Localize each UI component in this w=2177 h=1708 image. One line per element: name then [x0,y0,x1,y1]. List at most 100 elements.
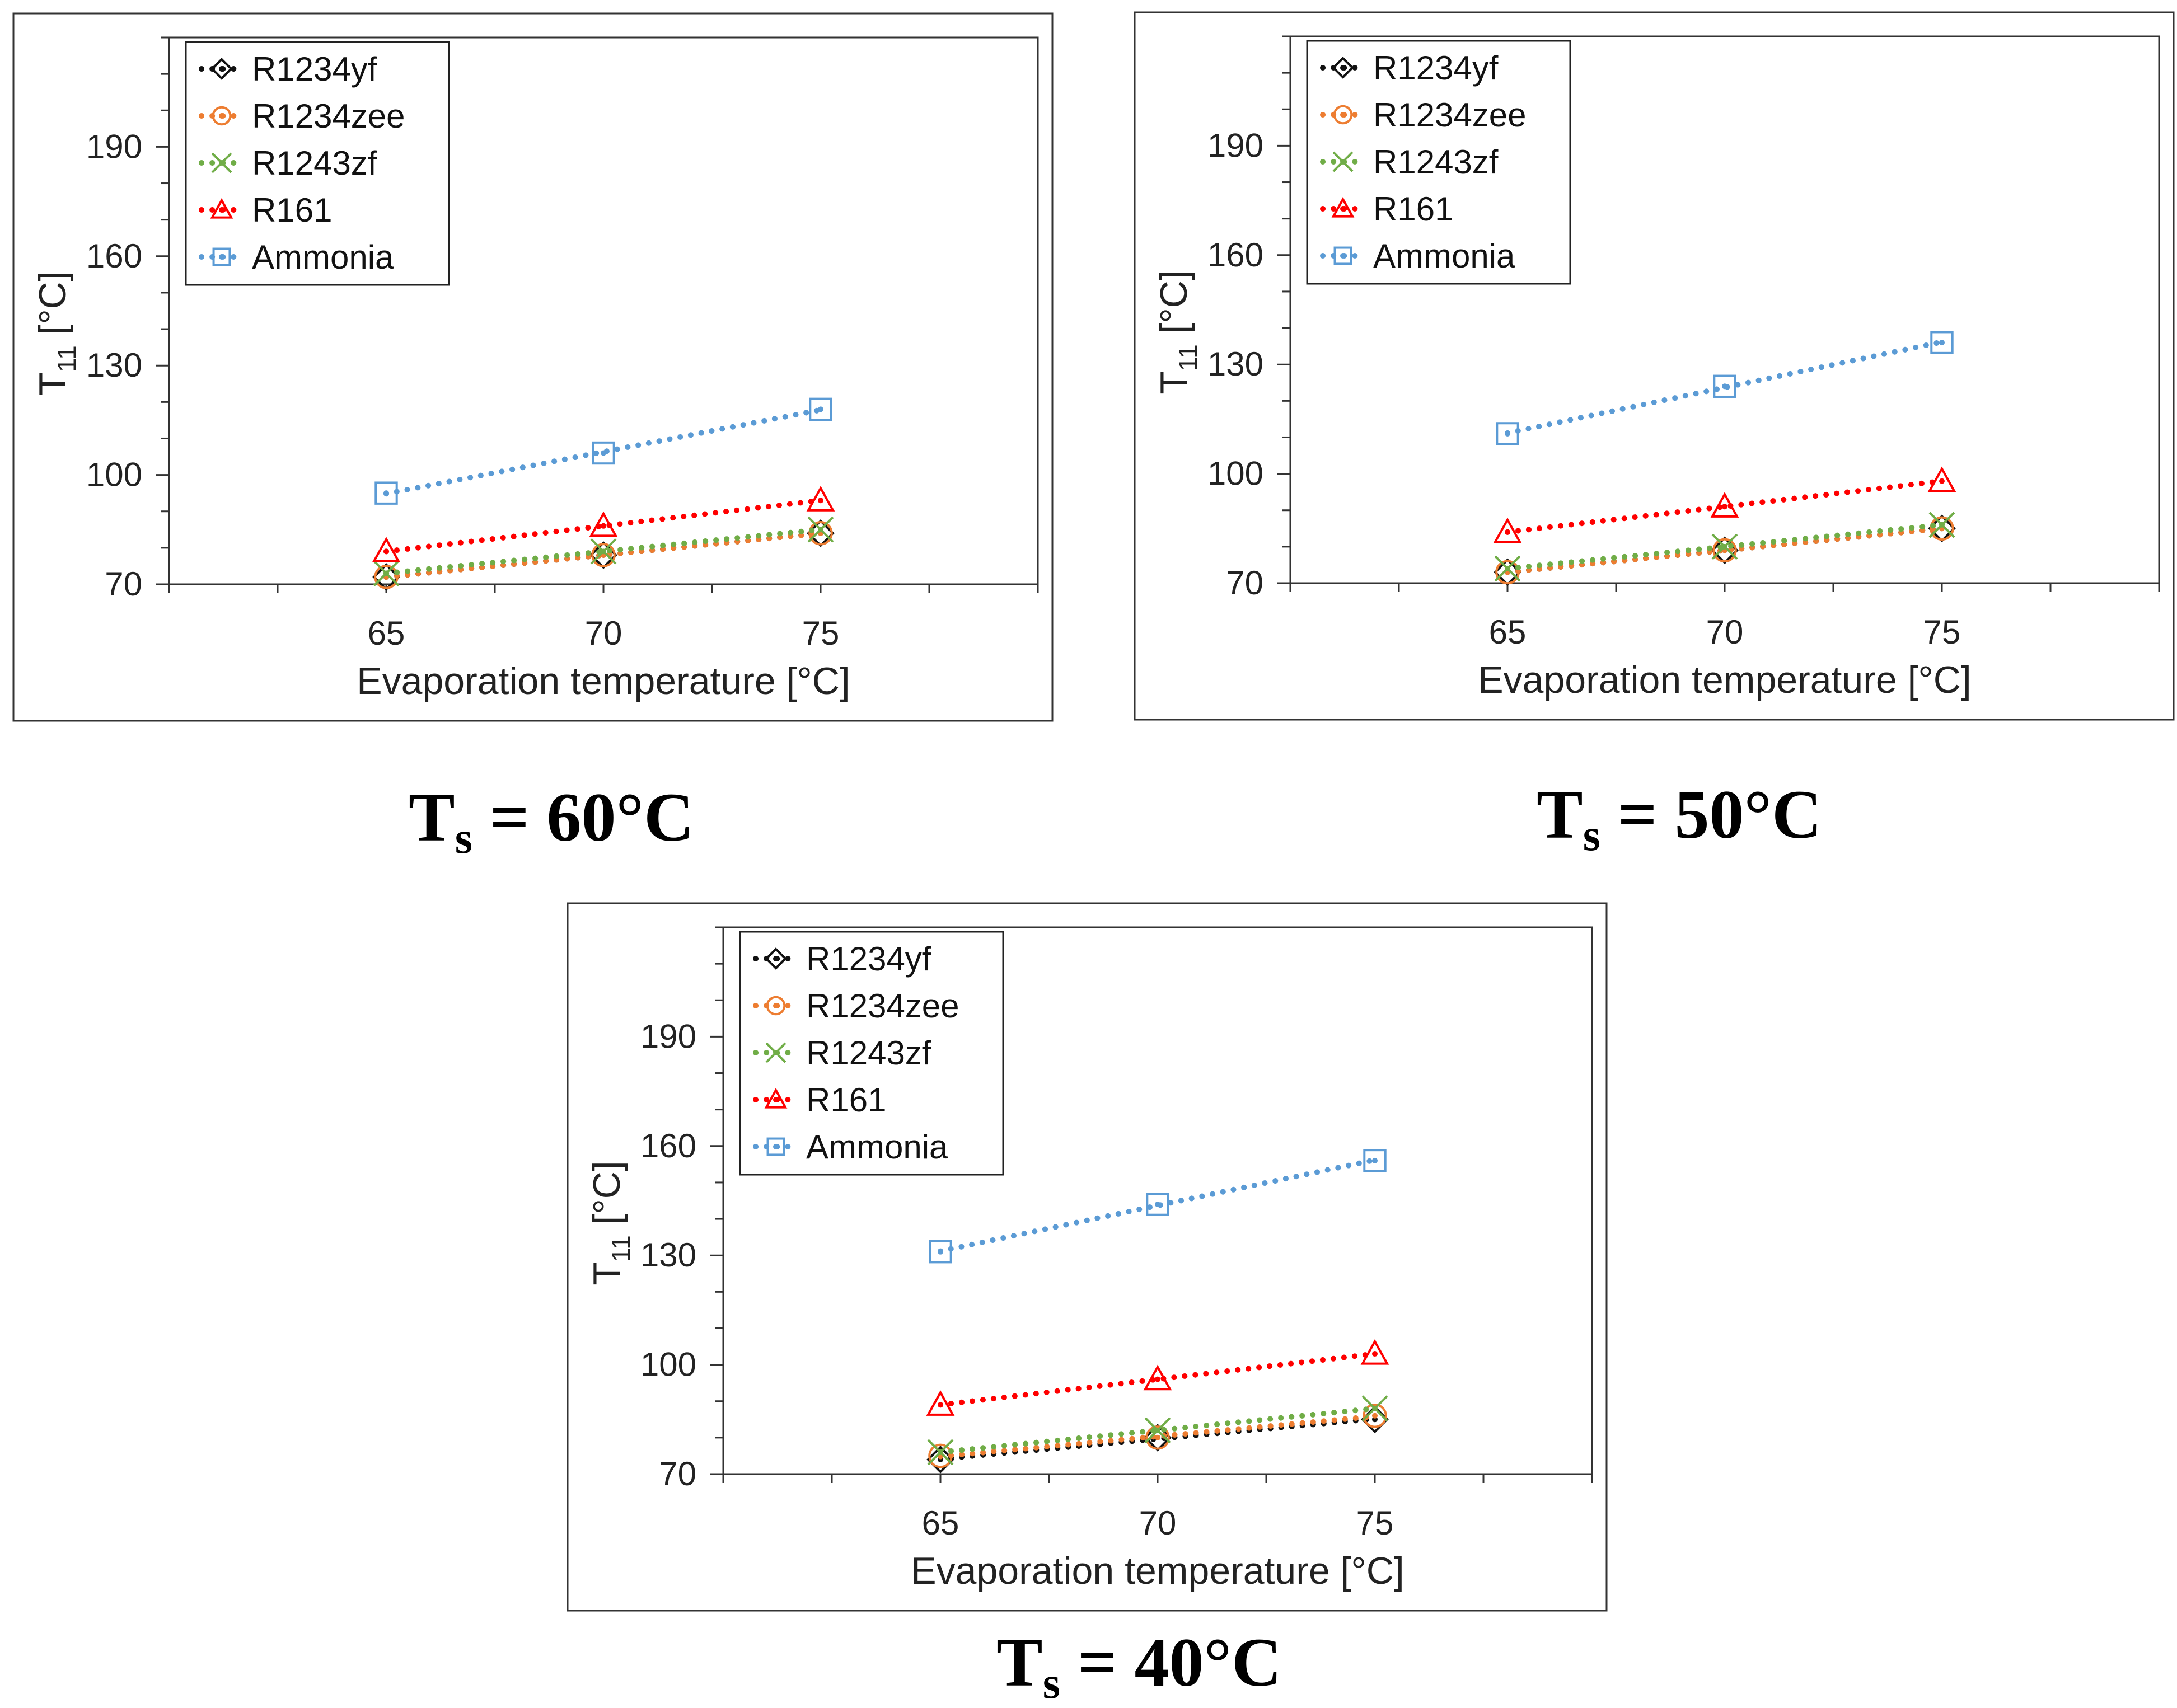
chart-ts-40: 70 100 130 160 190 65 70 75 Evaporation temperat… [567,902,1608,1612]
chart-0-legend-item-r161: R161 [199,191,332,229]
chart-1-point-r1243zf-70 [1711,533,1738,560]
chart-1-point-r1243zf-65 [1494,555,1521,582]
chart-0-y-axis-label-subscript: 11 [52,345,81,372]
chart-2-legend-marker-ammonia-dot [773,1144,779,1149]
chart-0-legend-label-ammonia: Ammonia [252,238,394,276]
chart-2-ytick-label-70: 70 [659,1455,696,1493]
chart-1-legend-marker-r1234zee-shape [1333,105,1353,125]
chart-0-legend-marker-r1234zee [212,106,232,126]
chart-2-legend-item-ammonia: Ammonia [753,1128,948,1166]
chart-0-legend-marker-r1234zee-dot [219,113,224,119]
caption-ts-50-subscript: s [1583,811,1600,860]
chart-1-ytick-label-70: 70 [1226,564,1263,602]
chart-1-series-ammonia [1496,331,1954,445]
chart-0-legend-item-r1234zee: R1234zee [199,97,405,135]
chart-1-ytick-label-160: 160 [1207,236,1263,274]
chart-1-legend: R1234yf R1234zee R1243zf R161 Ammonia [1306,40,1571,285]
chart-1-legend-item-r1243zf: R1243zf [1320,143,1499,181]
chart-0-ytick-label-100: 100 [86,456,142,494]
chart-1-y-axis-label-symbol: T [1153,371,1195,395]
chart-2-point-ammonia-65-dot [938,1249,943,1255]
chart-2-point-r1243zf-75 [1361,1395,1388,1422]
chart-1-point-ammonia-75-dot [1939,340,1945,346]
chart-1-legend-item-r1234zee: R1234zee [1320,96,1527,134]
chart-2-point-r1234zee-75-shape [1363,1403,1387,1428]
chart-0-point-ammonia-65 [374,481,398,505]
chart-1-xtick-label-65: 65 [1489,613,1527,651]
chart-1-point-r1243zf-75 [1928,512,1955,538]
chart-2-xtick-label-65: 65 [922,1504,959,1542]
chart-1-point-r161-70-shape [1710,492,1739,518]
chart-0-series-r161 [372,486,835,562]
chart-1-legend-item-ammonia: Ammonia [1320,237,1515,275]
chart-1-point-r161-75 [1927,466,1956,492]
chart-1-legend-marker-ammonia [1333,246,1352,265]
chart-ts-60: 70 100 130 160 190 65 70 75 Evaporation temperat… [12,12,1054,722]
chart-2-ytick-label-130: 130 [640,1236,696,1274]
chart-0-xtick-label-75: 75 [802,614,840,652]
chart-0-legend-marker-r161-shape [210,198,233,219]
chart-1-x-axis-label: Evaporation temperature [°C] [1478,659,1971,701]
chart-1-legend-label-r1243zf: R1243zf [1373,143,1499,181]
chart-1-legend-marker-ammonia-dot [1340,253,1346,259]
chart-2-legend-label-r1234yf: R1234yf [806,940,931,978]
caption-ts-40-text: = 40°C [1060,1624,1282,1701]
chart-2-point-r161-70 [1143,1364,1172,1391]
chart-2-point-r1243zf-65 [927,1439,954,1466]
chart-1-ytick-label-100: 100 [1207,455,1263,492]
caption-ts-60: Ts = 60°C [409,778,694,863]
chart-0-trendline-r161 [383,498,823,555]
chart-1-point-ammonia-70 [1713,374,1736,398]
chart-1-y-axis-label: T11 [°C] [1153,270,1202,394]
chart-1-trendline-r161 [1505,478,1945,535]
chart-1-legend-marker-r161-dot [1340,206,1346,212]
chart-2-series-r161 [926,1339,1389,1416]
chart-2-legend-item-r1234yf: R1234yf [753,940,931,978]
chart-2-ytick-label-160: 160 [640,1127,696,1165]
chart-2-trendline-r1243zf [938,1405,1378,1455]
chart-2-legend-label-r1243zf: R1243zf [806,1034,931,1072]
chart-2-legend-item-r1243zf: R1243zf [753,1034,931,1072]
chart-1-point-r161-75-dot [1939,478,1945,484]
chart-1-series-r1243zf [1494,512,1955,582]
chart-0-legend-marker-r1234zee-shape [212,106,232,126]
chart-2-x-axis-label: Evaporation temperature [°C] [911,1550,1404,1592]
chart-2-point-r161-75-shape [1360,1339,1389,1365]
chart-2-point-r161-70-shape [1143,1364,1172,1391]
chart-0-point-r1234zee-65-shape [374,565,399,589]
chart-1-ytick-label-130: 130 [1207,345,1263,383]
chart-1-point-r161-65-shape [1493,517,1522,543]
chart-1-series-r161 [1493,466,1956,543]
chart-0-legend-marker-r1243zf-dot [219,160,224,166]
chart-0-legend-marker-ammonia-shape [212,247,231,266]
chart-2-y-axis-label-symbol: T [586,1262,628,1285]
chart-2-point-r161-65-dot [938,1402,943,1408]
chart-2-legend-marker-r1243zf-dot [773,1050,779,1055]
chart-2-legend-marker-ammonia-shape [766,1137,785,1156]
chart-2-ytick-label-190: 190 [640,1017,696,1055]
chart-0-trendline-r1243zf [383,527,823,576]
chart-0-point-r161-70-dot [601,523,606,529]
chart-2-point-r1234zee-75 [1363,1403,1387,1428]
chart-2-series-r1234zee [928,1403,1387,1468]
chart-1-legend-label-r1234zee: R1234zee [1373,96,1527,134]
chart-0-legend-marker-r161-dot [219,207,224,213]
caption-ts-60-symbol: T [409,779,455,856]
chart-1-legend-marker-r1234zee [1333,105,1353,125]
chart-1-legend-marker-r1243zf-dot [1340,159,1346,165]
chart-2-point-ammonia-75-dot [1372,1157,1378,1163]
chart-1-point-r161-65-dot [1505,529,1510,535]
chart-1-point-r1243zf-70-dot [1722,543,1727,550]
chart-2-legend-marker-r1234yf [765,947,787,970]
chart-0-y-axis-label: T11 [°C] [31,271,81,395]
chart-0-legend-marker-ammonia-dot [219,254,224,260]
chart-1-point-ammonia-65-dot [1505,430,1510,437]
chart-0-point-ammonia-70-dot [601,450,606,456]
chart-1-legend-label-r1234yf: R1234yf [1373,49,1499,87]
chart-0-ytick-label-130: 130 [86,346,142,384]
chart-1-point-r161-75-shape [1927,466,1956,492]
chart-2-legend-marker-r1234zee-shape [766,996,786,1016]
chart-1-legend-marker-r1243zf [1332,151,1354,172]
caption-ts-40-subscript: s [1042,1659,1060,1708]
chart-0-legend-marker-r1243zf [211,152,232,173]
